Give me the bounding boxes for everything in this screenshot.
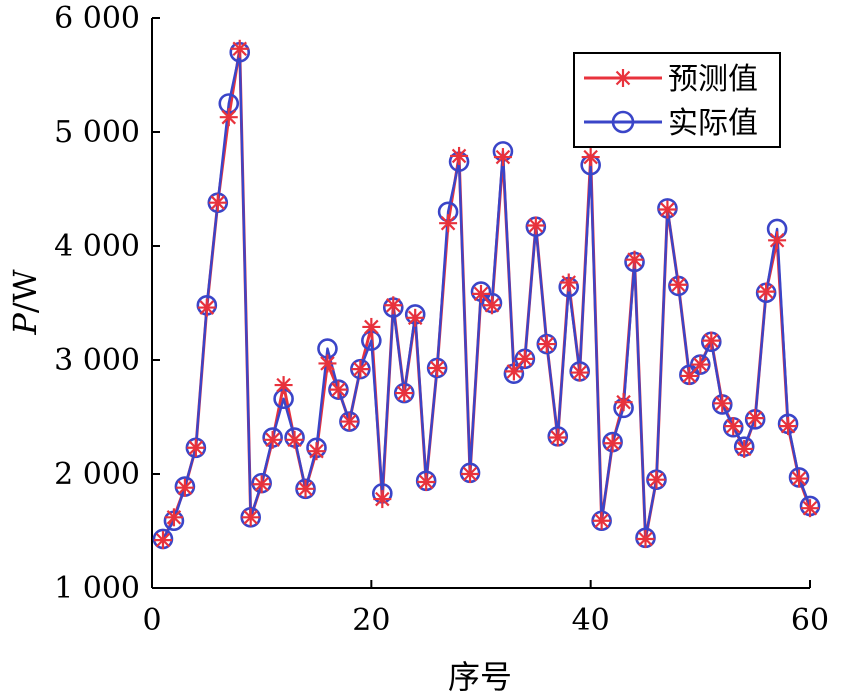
data-point-predicted	[559, 273, 578, 292]
data-point-predicted	[406, 308, 425, 327]
data-point-predicted	[274, 376, 293, 395]
data-point-predicted	[351, 360, 370, 379]
data-point-predicted	[241, 508, 260, 527]
data-point-predicted	[461, 465, 480, 483]
predicted-markers	[153, 39, 819, 550]
data-point-predicted	[581, 148, 600, 167]
y-axis-label-unit: /W	[6, 269, 44, 313]
data-point-predicted	[702, 331, 721, 350]
legend-marker	[611, 110, 635, 134]
data-point-predicted	[746, 409, 765, 428]
data-point-predicted	[493, 148, 512, 167]
x-axis-ticks: 0 20 40 60	[142, 580, 829, 638]
data-point-predicted	[296, 479, 315, 498]
data-point-predicted	[362, 317, 381, 336]
data-point-predicted	[219, 108, 238, 127]
x-tick-label: 0	[142, 603, 161, 638]
data-point-predicted	[329, 380, 348, 399]
x-tick-label: 40	[572, 603, 610, 638]
data-point-predicted	[373, 490, 392, 509]
data-point-predicted	[735, 439, 754, 458]
data-point-predicted	[153, 531, 172, 550]
data-point-predicted	[318, 354, 337, 373]
data-point-predicted	[801, 499, 819, 518]
data-point-predicted	[625, 250, 644, 269]
data-point-predicted	[428, 358, 447, 377]
data-point-predicted	[186, 438, 205, 457]
y-tick-label: 6 000	[54, 1, 140, 36]
data-point-predicted	[307, 442, 326, 461]
legend-label: 实际值	[668, 106, 758, 141]
data-point-predicted	[614, 393, 633, 412]
data-point-predicted	[340, 412, 359, 431]
data-point-predicted	[647, 470, 666, 489]
data-point-predicted	[603, 434, 622, 453]
data-point-predicted	[768, 231, 787, 250]
data-point-predicted	[504, 362, 523, 381]
data-point-predicted	[175, 478, 194, 497]
y-axis-label-symbol: P	[6, 313, 44, 336]
y-axis-label: P/W	[6, 269, 44, 335]
x-axis-label: 序号	[448, 658, 512, 696]
data-point-predicted	[548, 428, 567, 447]
data-point-predicted	[680, 366, 699, 385]
y-tick-label: 4 000	[54, 229, 140, 264]
data-point-predicted	[384, 296, 403, 315]
legend-item-actual: 实际值	[584, 106, 758, 141]
data-point-predicted	[537, 335, 556, 354]
data-point-predicted	[482, 296, 501, 315]
data-point-predicted	[515, 349, 534, 368]
data-point-predicted	[472, 284, 490, 303]
plot-area: 1 000 2 000 3 000 4 000 5 000 6 000 0 20 40 60	[54, 1, 829, 638]
data-point-predicted	[197, 298, 216, 317]
data-point-predicted	[285, 430, 304, 449]
data-point-predicted	[592, 511, 611, 530]
data-point-predicted	[395, 384, 414, 403]
x-tick-label: 60	[791, 603, 829, 638]
data-point-predicted	[658, 200, 677, 219]
y-tick-label: 1 000	[54, 571, 140, 606]
data-point-predicted	[691, 355, 710, 374]
data-point-predicted	[450, 146, 469, 165]
data-point-predicted	[417, 472, 436, 491]
data-point-predicted	[439, 214, 458, 233]
data-point-predicted	[526, 216, 545, 235]
data-point-predicted	[724, 417, 743, 436]
legend-marker	[614, 69, 632, 87]
data-point-predicted	[790, 469, 809, 488]
y-tick-label: 3 000	[54, 343, 140, 378]
legend-box	[573, 52, 781, 148]
x-tick-label: 20	[352, 603, 390, 638]
data-point-predicted	[263, 430, 282, 449]
y-tick-label: 5 000	[54, 115, 140, 150]
data-point-predicted	[164, 508, 183, 527]
data-point-predicted	[713, 394, 732, 413]
data-point-predicted	[669, 275, 688, 294]
y-axis-ticks: 1 000 2 000 3 000 4 000 5 000 6 000	[54, 1, 160, 606]
y-tick-label: 2 000	[54, 457, 140, 492]
legend-label: 预测值	[668, 62, 758, 97]
data-point-predicted	[230, 39, 249, 58]
data-point-predicted	[636, 529, 655, 548]
data-point-predicted	[570, 363, 589, 382]
legend-item-predicted: 预测值	[584, 62, 758, 97]
data-point-predicted	[757, 282, 776, 301]
data-point-predicted	[252, 475, 271, 494]
data-point-predicted	[779, 417, 798, 436]
data-point-predicted	[208, 193, 227, 212]
series-layer	[152, 39, 821, 550]
